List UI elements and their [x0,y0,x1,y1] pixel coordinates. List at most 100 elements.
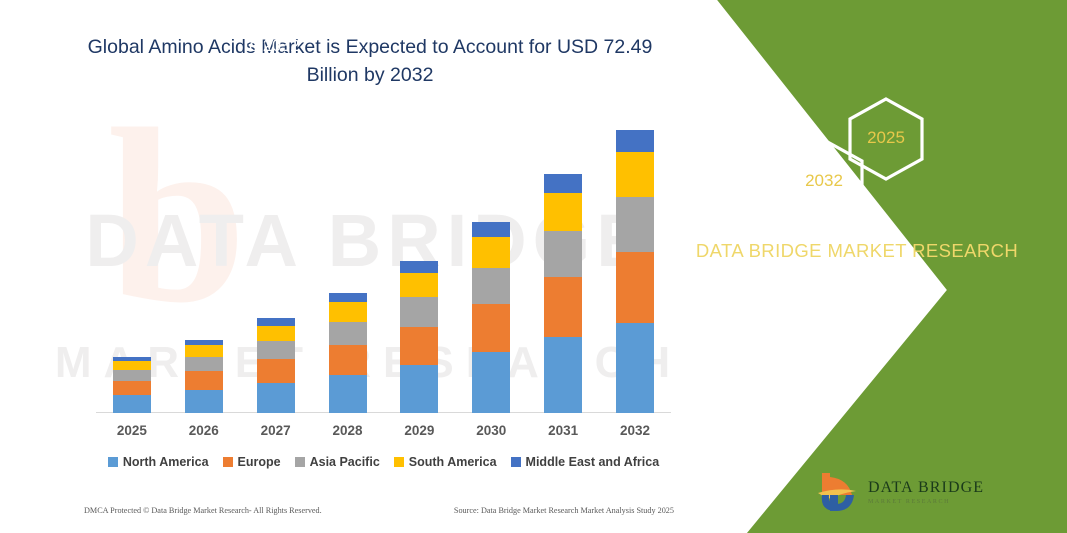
chart-title: Global Amino Acids Market is Expected to… [87,36,653,87]
bar-segment [472,267,511,305]
bar-segment [544,337,583,413]
green-panel-title: Global Amino Acids Market, By Regions, 2… [103,14,441,56]
logo-text: DATA BRIDGE MARKET RESEARCH [868,479,984,505]
bar-column-2031 [527,120,599,413]
bar-column-2027 [240,120,312,413]
stacked-bar [544,173,583,413]
hexagon-2032-label: 2032 [805,171,843,190]
legend-swatch-icon [222,457,233,467]
logo-title: DATA BRIDGE [868,479,985,496]
bar-segment [184,339,223,346]
x-axis-label-2029: 2029 [404,423,435,438]
hexagon-2032-icon [784,138,864,226]
bar-segment [328,302,367,322]
hexagon-2025-icon [848,97,924,181]
legend-label: Europe [237,455,281,469]
data-bridge-logo-icon [818,473,856,511]
stacked-bar [328,293,367,413]
bar-column-2032 [599,120,671,413]
stacked-bar [112,356,151,413]
bar-column-2030 [455,120,527,413]
bar-segment [328,321,367,345]
stacked-bar [616,129,655,413]
stacked-bar-chart [96,120,671,413]
bar-segment [400,273,439,298]
bar-segment [472,352,511,413]
brand-name: DATA BRIDGE MARKET RESEARCH [695,240,1019,261]
bar-column-2026 [168,120,240,413]
legend-label: North America [122,455,209,469]
legend-label: South America [408,455,497,469]
stacked-bar [400,261,439,413]
bar-segment [616,323,655,413]
bar-segment [544,277,583,338]
bar-segment [472,222,511,238]
bar-segment [184,345,223,358]
bar-segment [256,325,295,341]
data-bridge-logo: DATA BRIDGE MARKET RESEARCH [812,466,1012,518]
chart-x-axis-labels: 2025 2026 2027 2028 2029 2030 2031 2032 [96,423,671,438]
legend-swatch-icon [294,457,305,467]
x-axis-label-2032: 2032 [620,423,651,438]
stacked-bar [472,222,511,413]
logo-subtitle: MARKET RESEARCH [868,499,951,505]
chart-axis-baseline [96,412,671,413]
legend-item: North America [107,455,209,469]
bar-segment [400,364,439,413]
bar-segment [112,370,151,381]
legend-swatch-icon [107,457,118,467]
bar-segment [544,173,583,193]
bar-segment [400,261,439,274]
bar-segment [256,340,295,360]
bar-segment [112,361,151,371]
x-axis-label-2031: 2031 [548,423,579,438]
hexagon-2025-label: 2025 [867,128,905,147]
x-axis-label-2028: 2028 [332,423,363,438]
bar-segment [544,192,583,231]
legend-item: South America [393,455,497,469]
bar-segment [616,151,655,197]
x-axis-label-2027: 2027 [260,423,291,438]
bar-segment [616,196,655,252]
bar-segment [184,357,223,372]
bar-segment [472,237,511,268]
bar-segment [184,389,223,413]
bar-segment [112,380,151,396]
bar-segment [256,359,295,383]
hexagon-2025: 2025 [842,95,930,183]
footer-copyright: DMCA Protected © Data Bridge Market Rese… [84,506,322,515]
bar-column-2028 [312,120,384,413]
bar-segment [328,374,367,413]
footer-source: Source: Data Bridge Market Research Mark… [453,506,674,515]
legend-item: Middle East and Africa [510,455,660,469]
stacked-bar [184,339,223,413]
legend-swatch-icon [393,457,404,467]
bar-segment [112,356,151,362]
chart-legend: North America Europe Asia Pacific South Ame… [96,455,671,469]
bar-column-2025 [96,120,168,413]
footer: DMCA Protected © Data Bridge Market Rese… [84,506,674,515]
bar-segment [616,251,655,324]
bar-segment [328,344,367,375]
bar-column-2029 [384,120,456,413]
bar-segment [616,129,655,152]
chart-panel: Global Amino Acids Market is Expected to… [84,36,674,515]
bar-segment [544,230,583,278]
x-axis-label-2030: 2030 [476,423,507,438]
legend-label: Middle East and Africa [525,455,660,469]
hexagon-2032: 2032 [778,136,870,228]
bar-segment [256,382,295,413]
bar-segment [112,395,151,413]
bar-segment [328,293,367,303]
x-axis-label-2025: 2025 [116,423,147,438]
bar-segment [400,326,439,365]
hexagon-badges: 2025 2032 [647,0,1067,533]
x-axis-label-2026: 2026 [188,423,219,438]
stacked-bar [256,318,295,413]
bar-segment [472,304,511,353]
legend-item: Europe [222,455,281,469]
legend-swatch-icon [510,457,521,467]
bar-segment [256,318,295,326]
legend-item: Asia Pacific [294,455,380,469]
